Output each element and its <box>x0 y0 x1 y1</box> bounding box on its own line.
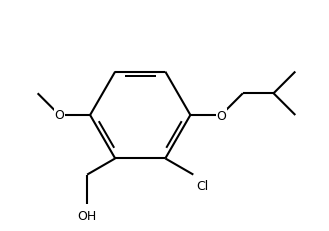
Text: O: O <box>54 109 64 122</box>
Text: O: O <box>216 109 226 122</box>
Text: Cl: Cl <box>196 179 208 192</box>
Text: OH: OH <box>78 210 97 222</box>
